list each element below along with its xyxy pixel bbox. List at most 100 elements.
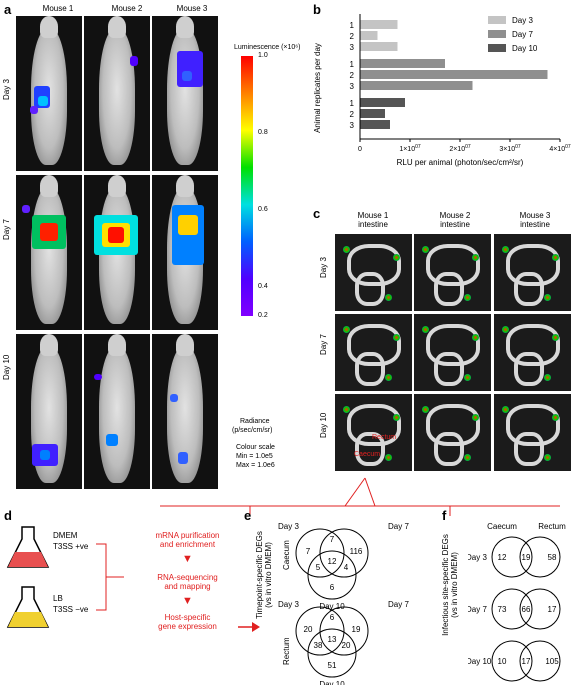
colour-scale-min: Min = 1.0e5 bbox=[236, 453, 273, 460]
luminescence-signal bbox=[170, 394, 178, 402]
panel-connector-lines bbox=[160, 477, 560, 516]
chart-tick-label: 1 bbox=[350, 99, 355, 108]
luminescence-signal bbox=[422, 246, 429, 253]
panel-c-day3-label: Day 3 bbox=[319, 257, 328, 278]
legend-entry: Day 7 bbox=[512, 30, 533, 39]
venn-count: 17 bbox=[548, 605, 557, 614]
venn-day-label: Day 10 bbox=[468, 657, 492, 666]
colorbar-tick-0.2: 0.2 bbox=[258, 312, 268, 319]
panel-a-day10-label: Day 10 bbox=[2, 354, 11, 380]
down-arrow-icon: ▼ bbox=[182, 595, 193, 607]
panel-f-ylabel-line1: Infectious site-specific DEGs bbox=[441, 534, 450, 636]
venn-circle bbox=[295, 606, 345, 656]
chart-x-tick-label: 0 bbox=[358, 146, 362, 153]
luminescence-signal bbox=[343, 406, 350, 413]
colour-scale-title: Colour scale bbox=[236, 444, 275, 451]
luminescence-signal bbox=[177, 51, 203, 87]
venn-circle bbox=[519, 536, 561, 578]
radiance-label: Radiance bbox=[240, 418, 270, 425]
colour-scale-max: Max = 1.0e6 bbox=[236, 462, 275, 469]
step-mrna-line1: mRNA purification bbox=[155, 531, 220, 540]
step-host: Host-specific gene expression bbox=[130, 613, 245, 632]
flask-bracket bbox=[96, 543, 124, 611]
luminescence-signal bbox=[178, 452, 188, 464]
luminescence-signal bbox=[130, 56, 138, 66]
intestine-loop bbox=[355, 272, 385, 306]
mouse-head bbox=[175, 16, 195, 38]
intestine-loop bbox=[514, 352, 544, 386]
luminescence-signal bbox=[108, 227, 124, 243]
venn-count: 12 bbox=[328, 557, 337, 566]
venn-set-label: Day 10 bbox=[319, 602, 345, 611]
intestine-col1-header: Mouse 1 intestine bbox=[338, 211, 408, 230]
chart-bar bbox=[360, 42, 398, 51]
intestine-image bbox=[414, 314, 491, 391]
mouse-body bbox=[98, 346, 136, 483]
colorbar-tick-0.8: 0.8 bbox=[258, 129, 268, 136]
mouse-bioluminescence-image bbox=[16, 16, 82, 171]
luminescence-signal bbox=[552, 414, 559, 421]
step-rnaseq-line2: and mapping bbox=[164, 581, 211, 591]
intestine-loop bbox=[514, 432, 544, 466]
dmem-t3ss-label: T3SS +ve bbox=[53, 542, 89, 551]
venn-count: 66 bbox=[522, 605, 531, 614]
col1-mouse: Mouse 1 bbox=[357, 211, 389, 220]
col2-intestine: intestine bbox=[440, 219, 470, 229]
venn-count: 17 bbox=[522, 657, 531, 666]
chart-bar bbox=[360, 20, 398, 29]
chart-bar bbox=[360, 81, 473, 90]
luminescence-signal bbox=[544, 454, 551, 461]
colorbar-tick-0.4: 0.4 bbox=[258, 283, 268, 290]
step-mrna: mRNA purification and enrichment bbox=[130, 531, 245, 550]
venn-count: 58 bbox=[548, 553, 557, 562]
chart-x-tick-exponent: 07 bbox=[415, 144, 421, 150]
mouse-head bbox=[39, 16, 59, 38]
dmem-label: DMEM bbox=[53, 531, 78, 540]
luminescence-colorbar bbox=[241, 56, 253, 316]
legend-swatch bbox=[488, 30, 506, 38]
luminescence-signal bbox=[552, 254, 559, 261]
venn-count: 20 bbox=[304, 625, 313, 634]
mouse-bioluminescence-image bbox=[16, 334, 82, 489]
venn-circle bbox=[295, 528, 345, 578]
intestine-col2-header: Mouse 2 intestine bbox=[420, 211, 490, 230]
mouse-head bbox=[175, 334, 195, 356]
panel-f-label: f bbox=[442, 508, 447, 523]
luminescence-signal bbox=[472, 334, 479, 341]
chart-x-tick-label: 3×1007 bbox=[499, 144, 521, 153]
luminescence-signal bbox=[502, 326, 509, 333]
venn-count: 12 bbox=[498, 553, 507, 562]
luminescence-signal bbox=[178, 215, 198, 235]
luminescence-signal bbox=[502, 406, 509, 413]
lb-label: LB bbox=[53, 594, 63, 603]
venn-set-label: Day 7 bbox=[388, 522, 409, 531]
legend-swatch bbox=[488, 16, 506, 24]
panel-e-venn: Day 3 Day 7 Day 10 7 7 116 5 12 4 6 Day 3 Day 7 Day … bbox=[278, 522, 409, 685]
venn-circle bbox=[519, 640, 561, 682]
chart-bar bbox=[360, 31, 378, 40]
intestine-loop bbox=[434, 352, 464, 386]
luminescence-signal bbox=[343, 326, 350, 333]
step-rnaseq: RNA-sequencing and mapping bbox=[130, 573, 245, 592]
venn-circle bbox=[319, 606, 369, 656]
mouse3-header: Mouse 3 bbox=[176, 4, 208, 13]
venn-set-label: Day 10 bbox=[319, 680, 345, 685]
mouse-body bbox=[30, 187, 68, 324]
venn-day-label: Day 7 bbox=[468, 605, 487, 614]
luminescence-signal bbox=[385, 374, 392, 381]
intestine-loop bbox=[434, 272, 464, 306]
venn-count: 116 bbox=[350, 547, 363, 556]
luminescence-signal bbox=[172, 205, 204, 265]
luminescence-signal bbox=[552, 334, 559, 341]
luminescence-signal bbox=[385, 294, 392, 301]
mouse-bioluminescence-image bbox=[152, 16, 218, 171]
right-arrow-icon bbox=[238, 622, 260, 632]
intestine-loop bbox=[355, 352, 385, 386]
venn-header: Caecum bbox=[487, 522, 517, 531]
mouse-bioluminescence-image bbox=[16, 175, 82, 330]
mouse-body bbox=[98, 187, 136, 324]
venn-set-label: Day 3 bbox=[278, 600, 299, 609]
luminescence-signal bbox=[464, 374, 471, 381]
venn-count: 6 bbox=[330, 583, 335, 592]
step-host-line2: gene expression bbox=[158, 621, 217, 631]
